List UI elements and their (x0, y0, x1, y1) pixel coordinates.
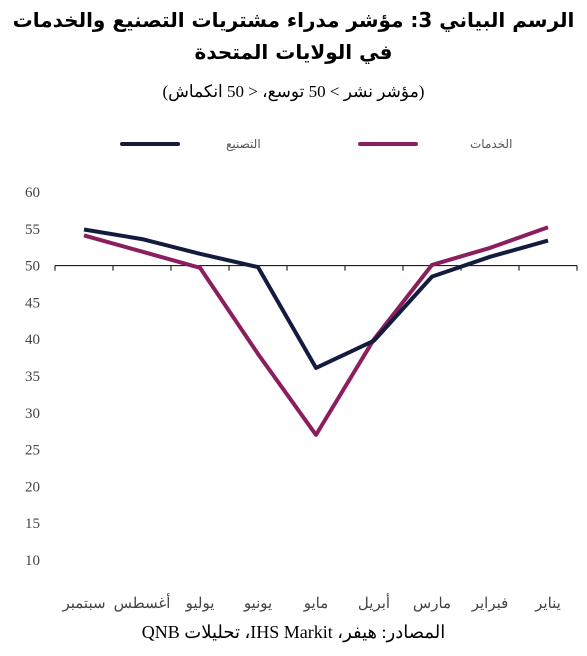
legend-label: الخدمات (470, 137, 512, 151)
series-line (83, 225, 549, 437)
x-category-label: يوليو (185, 596, 215, 612)
x-category-label: مارس (413, 596, 451, 612)
x-category-label: أبريل (358, 593, 390, 612)
x-axis: يناير فبراير مارس أبريل مايو يونيو يوليو أغسطس س… (54, 265, 578, 612)
x-category-label: أغسطس (114, 593, 171, 612)
x-category-label: سبتمبر (61, 596, 105, 612)
legend-label: التصنيع (226, 137, 261, 151)
y-axis: 10 15 20 25 30 35 40 45 50 55 60 (25, 185, 40, 569)
y-tick-label: 20 (25, 479, 40, 495)
y-tick-label: 50 (25, 259, 40, 275)
y-tick-label: 10 (25, 553, 40, 569)
x-category-label: فبراير (471, 596, 509, 612)
y-tick-label: 45 (25, 295, 40, 311)
y-tick-label: 30 (25, 406, 40, 422)
y-tick-label: 35 (25, 369, 40, 385)
chart-subtitle: (مؤشر نشر > 50 توسع، < 50 انكماش) (162, 82, 425, 101)
y-tick-label: 60 (25, 185, 40, 201)
series-lines (83, 225, 549, 437)
chart-title-line-1: الرسم البياني 3: مؤشر مدراء مشتريات التص… (12, 8, 575, 32)
x-category-label: يونيو (243, 596, 272, 612)
source-note: المصادر: هيفر، IHS Markit، تحليلات QNB (141, 622, 446, 642)
y-tick-label: 25 (25, 443, 40, 459)
x-category-label: يناير (534, 596, 561, 612)
legend: التصنيع الخدمات (120, 137, 512, 151)
y-tick-label: 15 (25, 516, 40, 532)
chart-title-line-2: في الولايات المتحدة (194, 40, 393, 64)
y-tick-label: 55 (25, 222, 40, 238)
y-tick-label: 40 (25, 332, 40, 348)
x-category-label: مايو (303, 596, 329, 612)
